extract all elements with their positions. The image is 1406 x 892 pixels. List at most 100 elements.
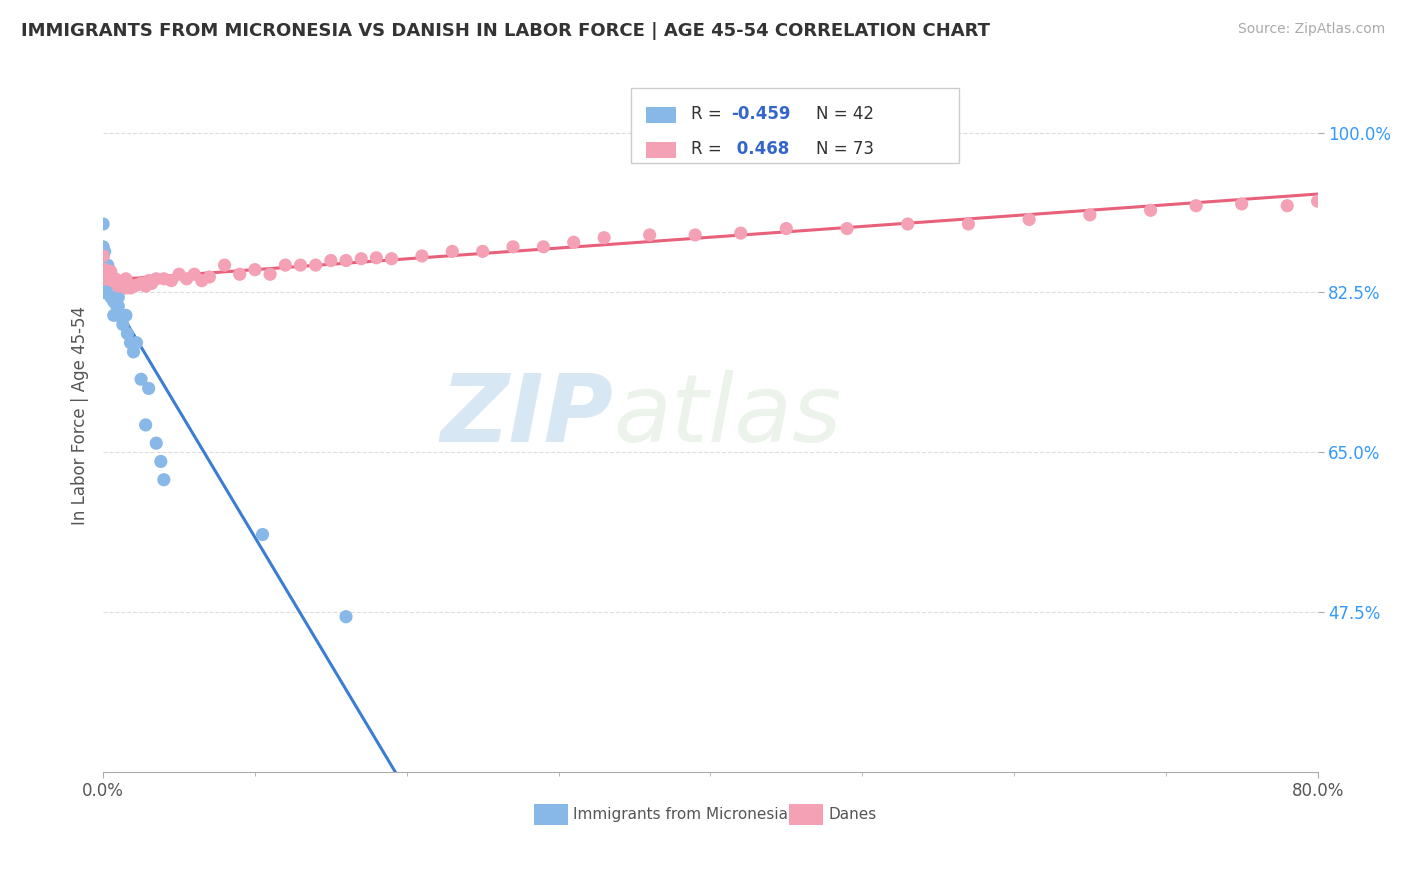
Point bbox=[125, 335, 148, 350]
Point bbox=[214, 258, 236, 272]
Point bbox=[531, 240, 554, 254]
Point bbox=[350, 252, 373, 266]
Point bbox=[97, 267, 120, 281]
Text: N = 42: N = 42 bbox=[815, 105, 875, 123]
Point bbox=[243, 262, 266, 277]
Point bbox=[101, 277, 124, 291]
Point bbox=[110, 308, 132, 322]
Point bbox=[319, 253, 342, 268]
Point bbox=[153, 473, 176, 487]
Point bbox=[97, 258, 120, 272]
Point bbox=[100, 264, 122, 278]
Point bbox=[105, 299, 128, 313]
Point bbox=[96, 267, 118, 281]
Point bbox=[93, 272, 115, 286]
Point bbox=[103, 294, 125, 309]
Point bbox=[96, 272, 118, 286]
Point bbox=[96, 258, 118, 272]
Point bbox=[100, 290, 122, 304]
Text: Danes: Danes bbox=[828, 807, 876, 822]
Point bbox=[91, 249, 114, 263]
Text: R =: R = bbox=[690, 105, 727, 123]
Point bbox=[91, 272, 114, 286]
Text: Source: ZipAtlas.com: Source: ZipAtlas.com bbox=[1237, 22, 1385, 37]
Point bbox=[110, 277, 132, 291]
Point bbox=[167, 267, 190, 281]
Point bbox=[149, 454, 172, 468]
Point bbox=[835, 221, 858, 235]
Point bbox=[411, 249, 433, 263]
Point bbox=[117, 277, 139, 291]
Point bbox=[91, 262, 114, 277]
Point bbox=[104, 290, 127, 304]
Point bbox=[305, 258, 328, 272]
Point bbox=[897, 217, 920, 231]
Point bbox=[96, 272, 118, 286]
Point bbox=[122, 344, 145, 359]
Point bbox=[198, 269, 221, 284]
Point bbox=[1139, 203, 1161, 218]
Point bbox=[153, 272, 176, 286]
Point bbox=[562, 235, 585, 250]
Point bbox=[683, 227, 706, 242]
Bar bbox=[789, 804, 824, 825]
Point bbox=[93, 258, 115, 272]
Point bbox=[101, 274, 124, 288]
Point bbox=[229, 267, 252, 281]
Text: IMMIGRANTS FROM MICRONESIA VS DANISH IN LABOR FORCE | AGE 45-54 CORRELATION CHAR: IMMIGRANTS FROM MICRONESIA VS DANISH IN … bbox=[21, 22, 990, 40]
Point bbox=[111, 277, 134, 291]
Point bbox=[100, 277, 122, 291]
Y-axis label: In Labor Force | Age 45-54: In Labor Force | Age 45-54 bbox=[72, 306, 89, 525]
Text: 0.468: 0.468 bbox=[731, 140, 789, 159]
Point bbox=[120, 281, 142, 295]
Point bbox=[129, 277, 152, 291]
Point bbox=[380, 252, 402, 266]
Point bbox=[366, 251, 388, 265]
Point bbox=[1018, 212, 1040, 227]
Point bbox=[115, 281, 138, 295]
Point bbox=[290, 258, 312, 272]
Point bbox=[1382, 185, 1405, 199]
Point bbox=[441, 244, 464, 259]
Point bbox=[107, 279, 129, 293]
Point bbox=[1277, 199, 1299, 213]
Point bbox=[117, 326, 139, 341]
Text: R =: R = bbox=[690, 140, 727, 159]
Point bbox=[259, 267, 281, 281]
Point bbox=[593, 230, 616, 244]
Point bbox=[91, 217, 114, 231]
Point bbox=[103, 308, 125, 322]
Point bbox=[145, 436, 167, 450]
Point bbox=[91, 240, 114, 254]
Point bbox=[107, 299, 129, 313]
Point bbox=[1078, 208, 1101, 222]
Point bbox=[93, 272, 115, 286]
Point bbox=[107, 308, 129, 322]
Point bbox=[775, 221, 797, 235]
Point bbox=[335, 609, 357, 624]
Point bbox=[160, 274, 183, 288]
Bar bbox=[645, 107, 676, 123]
Point bbox=[135, 417, 157, 432]
Point bbox=[1306, 194, 1329, 209]
Point bbox=[93, 244, 115, 259]
Point bbox=[96, 285, 118, 300]
Point bbox=[101, 290, 124, 304]
Point bbox=[1185, 199, 1208, 213]
Point bbox=[138, 381, 160, 395]
Point bbox=[145, 272, 167, 286]
Point bbox=[176, 272, 198, 286]
Text: ZIP: ZIP bbox=[440, 370, 613, 462]
Point bbox=[638, 227, 661, 242]
Point bbox=[125, 278, 148, 293]
Point bbox=[1337, 189, 1360, 203]
Point bbox=[191, 274, 214, 288]
Point bbox=[93, 285, 115, 300]
Text: Immigrants from Micronesia: Immigrants from Micronesia bbox=[574, 807, 789, 822]
Text: atlas: atlas bbox=[613, 370, 841, 461]
Point bbox=[120, 335, 142, 350]
Point bbox=[129, 372, 152, 386]
Point bbox=[274, 258, 297, 272]
Point bbox=[115, 308, 138, 322]
Point bbox=[135, 279, 157, 293]
